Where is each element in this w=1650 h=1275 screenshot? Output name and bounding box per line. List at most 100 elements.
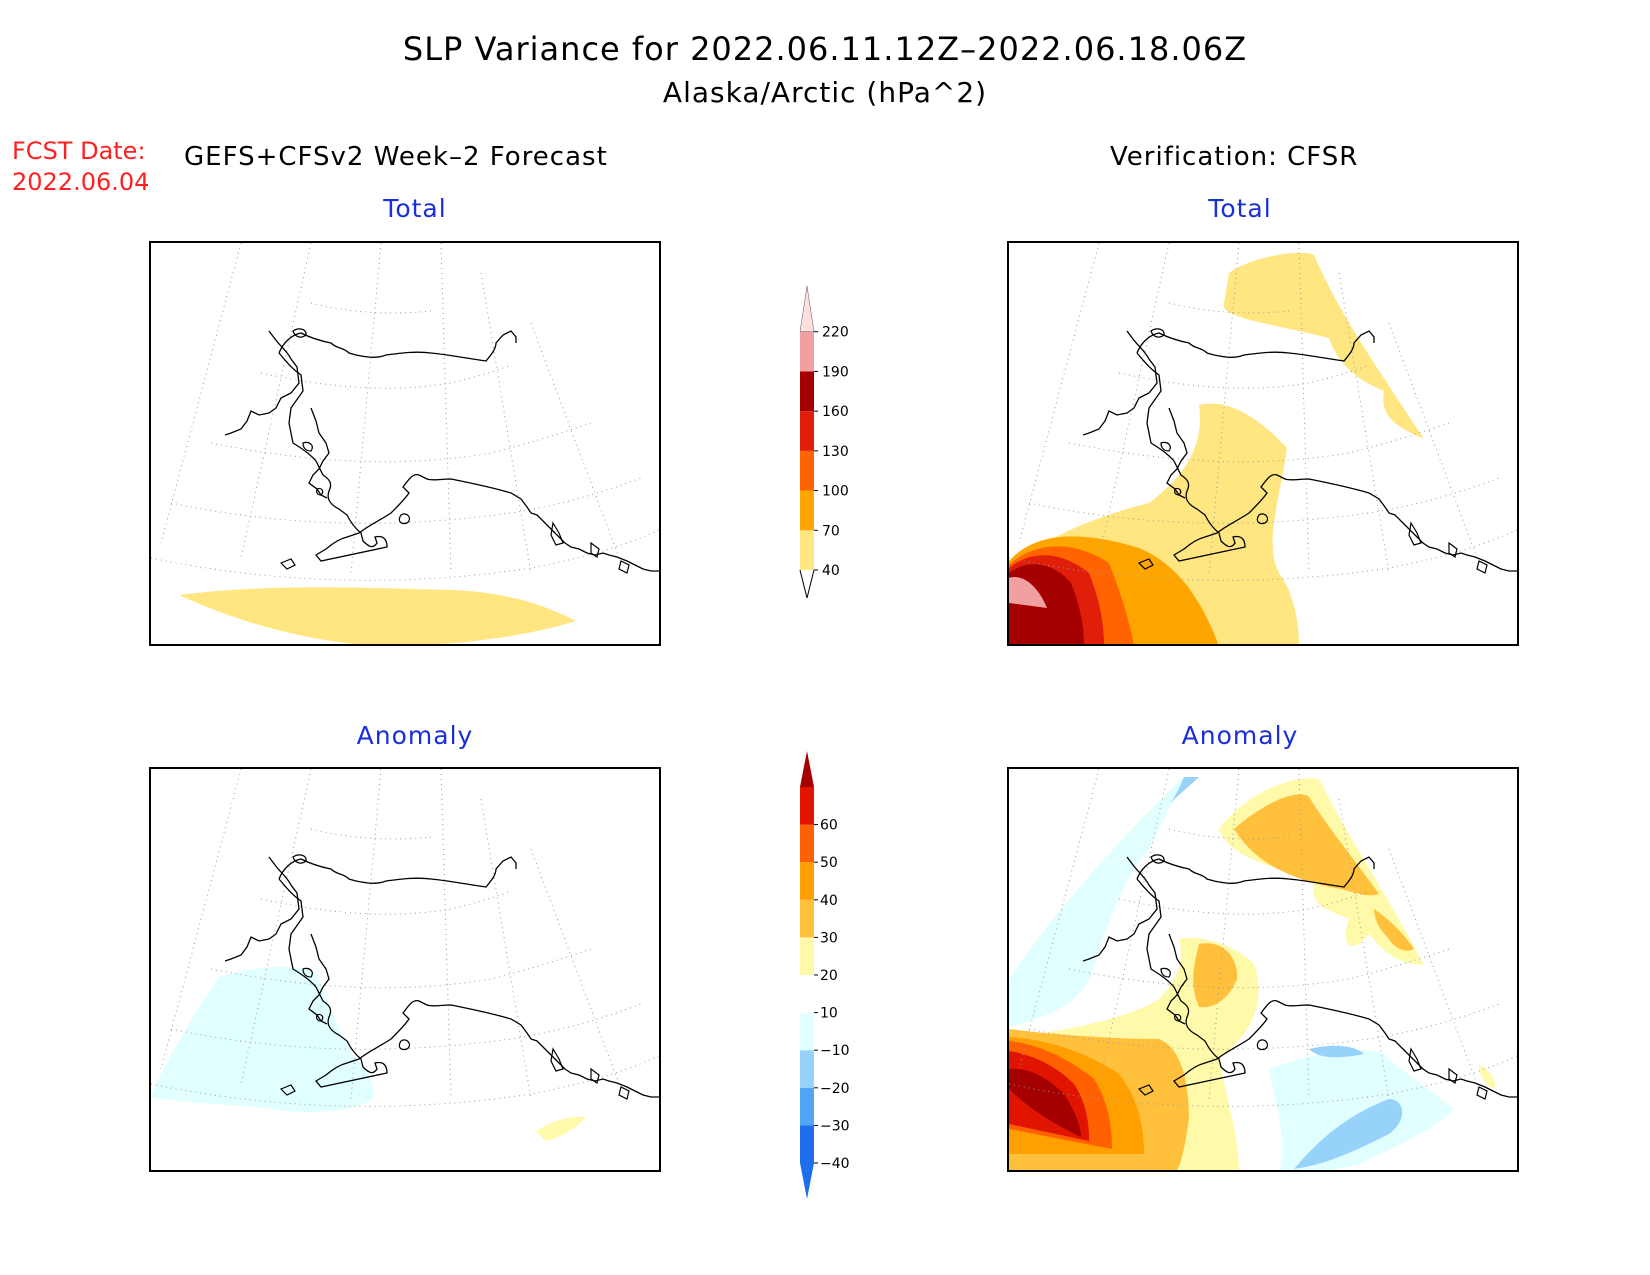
coastline: [278, 330, 517, 362]
shade-190-220: [1009, 577, 1047, 608]
graticule-line: [1018, 769, 1100, 1070]
island-outline: [316, 1013, 324, 1022]
graticule-line: [530, 848, 622, 1090]
graticule-line: [440, 243, 452, 574]
colorbar-label: 40: [820, 893, 838, 909]
shade-minus10-minus20: [1009, 777, 1454, 1170]
colorbar-label: 50: [820, 855, 838, 871]
coastline: [1136, 856, 1375, 888]
colorbar-label: 130: [822, 444, 849, 460]
graticule-line: [310, 302, 432, 314]
graticule-line: [210, 422, 592, 463]
island-outline: [1476, 1086, 1488, 1100]
coastline: [1166, 407, 1188, 499]
graticule-line: [1298, 243, 1310, 574]
island-outline: [1137, 1084, 1154, 1096]
coastline: [1136, 352, 1517, 572]
colorbar-anomaly: −40 −30 −20 −10 10 20 30 40 50 60: [800, 751, 850, 1199]
colorbar-swatch: [800, 1050, 814, 1088]
graticule-line: [240, 243, 312, 559]
coastline: [308, 407, 330, 499]
colorbar-swatch: [800, 530, 814, 570]
colorbar-label: −40: [820, 1156, 850, 1172]
island-outline: [1408, 1047, 1422, 1072]
coastline: [308, 933, 330, 1025]
verification-anomaly-map: [1007, 767, 1519, 1172]
colorbar-swatch: [800, 371, 814, 412]
forecast-total-title: Total: [383, 194, 447, 223]
colorbar-open-end: [799, 569, 815, 599]
island-outline: [618, 560, 630, 574]
verification-column-header: Verification: CFSR: [1110, 142, 1359, 172]
colorbar-swatch: [800, 450, 814, 491]
shade-40-70: [179, 587, 576, 644]
colorbar-swatch: [800, 899, 814, 938]
graticule-line: [480, 272, 532, 574]
colorbar-swatch: [800, 1012, 814, 1051]
colorbar-label: −30: [820, 1118, 850, 1134]
colorbar-label: 70: [822, 523, 840, 539]
island-outline: [1256, 1039, 1269, 1051]
island-outline: [292, 328, 307, 338]
coastline: [1082, 856, 1158, 962]
colorbar-swatch: [800, 975, 814, 1013]
island-outline: [550, 521, 564, 546]
forecast-anomaly-map: [149, 767, 661, 1172]
graticule-line: [170, 1003, 642, 1050]
island-outline: [398, 513, 411, 525]
colorbar-swatch: [800, 411, 814, 451]
coastline: [278, 878, 659, 1098]
graticule-line: [1388, 848, 1480, 1090]
colorbar-label: −20: [820, 1081, 850, 1097]
graticule-line: [170, 477, 642, 524]
graticule-line: [1338, 798, 1390, 1100]
graticule-line: [1018, 243, 1100, 544]
island-outline: [292, 854, 307, 864]
island-outline: [316, 487, 324, 496]
graticule-line: [160, 243, 242, 544]
graticule-line: [350, 243, 382, 574]
graticule-line: [310, 828, 432, 840]
graticule-line: [530, 322, 622, 564]
graticule-line: [480, 798, 532, 1100]
island-outline: [1174, 1013, 1182, 1022]
colorbar-swatch: [799, 285, 815, 332]
colorbar-end-high: [800, 751, 814, 787]
island-outline: [590, 541, 600, 558]
graticule-line: [1208, 243, 1240, 574]
shade-above-60: [1009, 1068, 1081, 1137]
island-outline: [302, 967, 313, 978]
island-outline: [279, 1084, 296, 1096]
island-outline: [279, 558, 296, 570]
chart-title: SLP Variance for 2022.06.11.12Z–2022.06.…: [402, 30, 1248, 68]
graticule-line: [1118, 890, 1370, 915]
shade-minus10-minus20: [151, 966, 374, 1112]
forecast-anomaly-title: Anomaly: [356, 721, 474, 750]
colorbar-label: 20: [820, 968, 838, 984]
colorbar-label: 30: [820, 930, 838, 946]
graticule-line: [1168, 828, 1290, 840]
island-outline: [550, 1047, 564, 1072]
graticule-line: [1208, 769, 1240, 1100]
colorbar-swatch: [800, 862, 814, 900]
colorbar-label: −10: [820, 1043, 850, 1059]
shade-10-20: [536, 1116, 586, 1141]
colorbar-label: 100: [822, 484, 849, 500]
coastline: [278, 352, 659, 572]
colorbar-swatch: [800, 1125, 814, 1163]
island-outline: [590, 1067, 600, 1084]
graticule-line: [1068, 422, 1450, 463]
colorbar-swatch: [800, 331, 814, 372]
island-outline: [1448, 541, 1458, 558]
graticule-line: [1028, 1003, 1500, 1050]
graticule-line: [1118, 364, 1370, 389]
graticule-line: [151, 529, 659, 581]
island-outline: [1408, 521, 1422, 546]
graticule-line: [160, 769, 242, 1070]
island-outline: [1150, 328, 1165, 338]
verification-total-title: Total: [1208, 194, 1272, 223]
graticule-line: [440, 769, 452, 1100]
graticule-line: [260, 364, 512, 389]
coastline: [224, 330, 300, 436]
graticule-line: [210, 948, 592, 989]
